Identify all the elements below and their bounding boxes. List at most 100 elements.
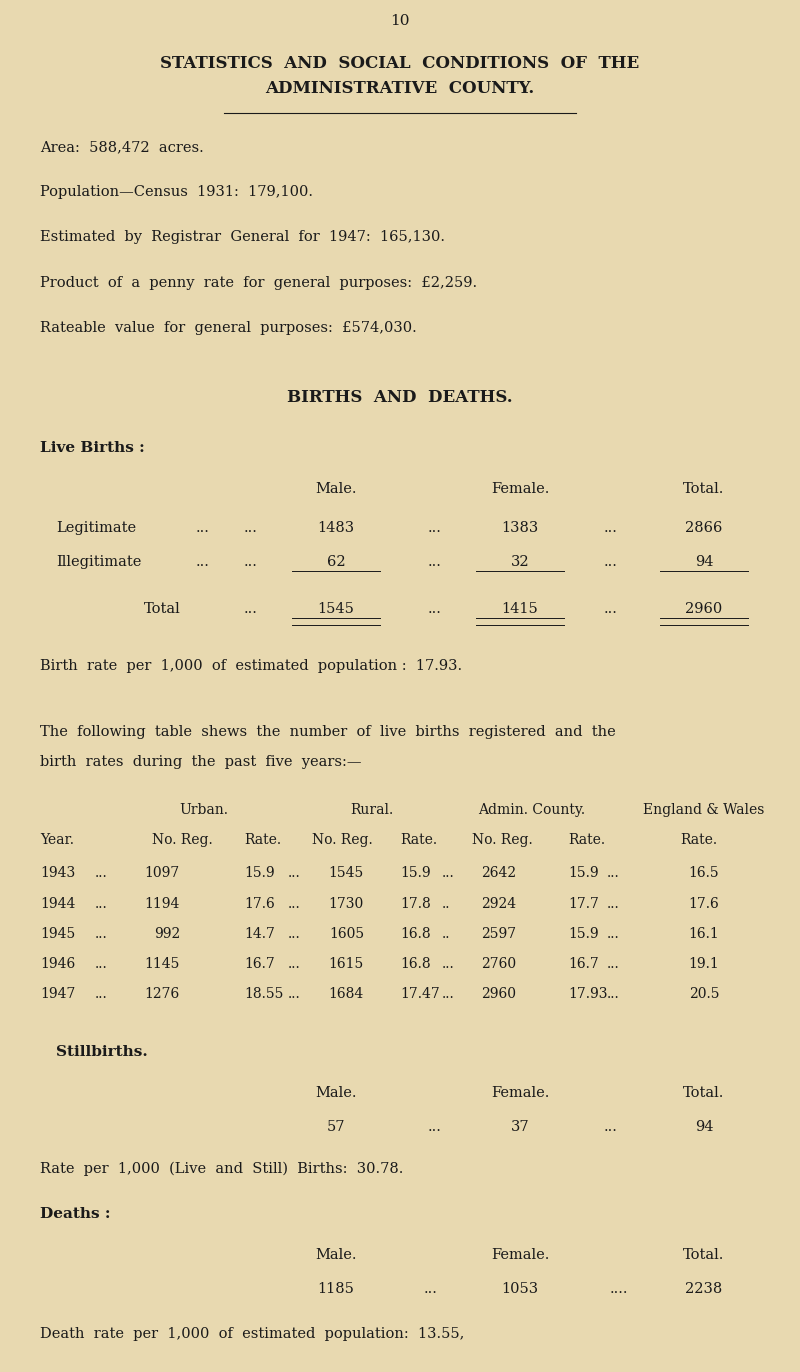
Text: 1684: 1684 bbox=[329, 988, 364, 1002]
Text: 15.9: 15.9 bbox=[244, 867, 274, 881]
Text: 94: 94 bbox=[694, 556, 714, 569]
Text: 14.7: 14.7 bbox=[244, 927, 275, 941]
Text: ...: ... bbox=[604, 1121, 618, 1135]
Text: 10: 10 bbox=[390, 14, 410, 27]
Text: ...: ... bbox=[288, 958, 301, 971]
Text: 1943: 1943 bbox=[40, 867, 75, 881]
Text: 20.5: 20.5 bbox=[689, 988, 719, 1002]
Text: ...: ... bbox=[604, 521, 618, 535]
Text: ...: ... bbox=[424, 1283, 438, 1297]
Text: Female.: Female. bbox=[491, 1087, 549, 1100]
Text: 1276: 1276 bbox=[145, 988, 180, 1002]
Text: Admin. County.: Admin. County. bbox=[478, 804, 586, 818]
Text: Male.: Male. bbox=[315, 1249, 357, 1262]
Text: Product  of  a  penny  rate  for  general  purposes:  £2,259.: Product of a penny rate for general purp… bbox=[40, 276, 477, 289]
Text: 94: 94 bbox=[694, 1121, 714, 1135]
Text: Illegitimate: Illegitimate bbox=[56, 556, 142, 569]
Text: ...: ... bbox=[606, 988, 619, 1002]
Text: 2597: 2597 bbox=[481, 927, 516, 941]
Text: 17.93: 17.93 bbox=[568, 988, 607, 1002]
Text: 37: 37 bbox=[510, 1121, 530, 1135]
Text: 16.1: 16.1 bbox=[689, 927, 719, 941]
Text: 62: 62 bbox=[326, 556, 346, 569]
Text: ...: ... bbox=[244, 556, 258, 569]
Text: Rateable  value  for  general  purposes:  £574,030.: Rateable value for general purposes: £57… bbox=[40, 321, 417, 335]
Text: ...: ... bbox=[442, 988, 454, 1002]
Text: Female.: Female. bbox=[491, 1249, 549, 1262]
Text: Total.: Total. bbox=[683, 1249, 725, 1262]
Text: 1383: 1383 bbox=[502, 521, 538, 535]
Text: ADMINISTRATIVE  COUNTY.: ADMINISTRATIVE COUNTY. bbox=[266, 80, 534, 96]
Text: 17.6: 17.6 bbox=[244, 897, 274, 911]
Text: Population—Census  1931:  179,100.: Population—Census 1931: 179,100. bbox=[40, 185, 313, 199]
Text: ...: ... bbox=[604, 556, 618, 569]
Text: ...: ... bbox=[428, 1121, 442, 1135]
Text: 16.7: 16.7 bbox=[568, 958, 598, 971]
Text: 2960: 2960 bbox=[481, 988, 516, 1002]
Text: ...: ... bbox=[606, 927, 619, 941]
Text: Total: Total bbox=[144, 602, 181, 616]
Text: ..: .. bbox=[442, 927, 450, 941]
Text: Total.: Total. bbox=[683, 483, 725, 497]
Text: 1097: 1097 bbox=[145, 867, 180, 881]
Text: Year.: Year. bbox=[40, 834, 74, 848]
Text: 57: 57 bbox=[326, 1121, 346, 1135]
Text: 15.9: 15.9 bbox=[400, 867, 430, 881]
Text: 2960: 2960 bbox=[686, 602, 722, 616]
Text: 1545: 1545 bbox=[329, 867, 364, 881]
Text: 16.7: 16.7 bbox=[244, 958, 274, 971]
Text: 1545: 1545 bbox=[318, 602, 354, 616]
Text: 1053: 1053 bbox=[502, 1283, 538, 1297]
Text: 1944: 1944 bbox=[40, 897, 75, 911]
Text: 17.6: 17.6 bbox=[689, 897, 719, 911]
Text: Stillbirths.: Stillbirths. bbox=[56, 1045, 148, 1059]
Text: ...: ... bbox=[94, 927, 107, 941]
Text: 16.5: 16.5 bbox=[689, 867, 719, 881]
Text: No. Reg.: No. Reg. bbox=[472, 834, 533, 848]
Text: ..: .. bbox=[442, 897, 450, 911]
Text: ...: ... bbox=[442, 867, 454, 881]
Text: 32: 32 bbox=[510, 556, 530, 569]
Text: ...: ... bbox=[288, 927, 301, 941]
Text: Death  rate  per  1,000  of  estimated  population:  13.55,: Death rate per 1,000 of estimated popula… bbox=[40, 1328, 464, 1342]
Text: ...: ... bbox=[94, 867, 107, 881]
Text: ...: ... bbox=[196, 556, 210, 569]
Text: No. Reg.: No. Reg. bbox=[152, 834, 213, 848]
Text: Male.: Male. bbox=[315, 1087, 357, 1100]
Text: Live Births :: Live Births : bbox=[40, 442, 145, 456]
Text: Birth  rate  per  1,000  of  estimated  population :  17.93.: Birth rate per 1,000 of estimated popula… bbox=[40, 660, 462, 674]
Text: 19.1: 19.1 bbox=[689, 958, 719, 971]
Text: 2238: 2238 bbox=[686, 1283, 722, 1297]
Text: Legitimate: Legitimate bbox=[56, 521, 136, 535]
Text: ...: ... bbox=[94, 988, 107, 1002]
Text: ...: ... bbox=[428, 602, 442, 616]
Text: ...: ... bbox=[606, 867, 619, 881]
Text: 16.8: 16.8 bbox=[400, 958, 430, 971]
Text: birth  rates  during  the  past  five  years:—: birth rates during the past five years:— bbox=[40, 756, 362, 770]
Text: ...: ... bbox=[428, 521, 442, 535]
Text: 15.9: 15.9 bbox=[568, 867, 598, 881]
Text: ...: ... bbox=[244, 521, 258, 535]
Text: Deaths :: Deaths : bbox=[40, 1207, 110, 1221]
Text: 1415: 1415 bbox=[502, 602, 538, 616]
Text: 1946: 1946 bbox=[40, 958, 75, 971]
Text: Urban.: Urban. bbox=[179, 804, 229, 818]
Text: 1145: 1145 bbox=[145, 958, 180, 971]
Text: STATISTICS  AND  SOCIAL  CONDITIONS  OF  THE: STATISTICS AND SOCIAL CONDITIONS OF THE bbox=[160, 55, 640, 71]
Text: ...: ... bbox=[196, 521, 210, 535]
Text: 1605: 1605 bbox=[329, 927, 364, 941]
Text: Rate.: Rate. bbox=[244, 834, 281, 848]
Text: ...: ... bbox=[288, 867, 301, 881]
Text: No. Reg.: No. Reg. bbox=[312, 834, 373, 848]
Text: 15.9: 15.9 bbox=[568, 927, 598, 941]
Text: 992: 992 bbox=[154, 927, 180, 941]
Text: Rate.: Rate. bbox=[680, 834, 717, 848]
Text: England & Wales: England & Wales bbox=[643, 804, 765, 818]
Text: Rate.: Rate. bbox=[400, 834, 437, 848]
Text: 2760: 2760 bbox=[481, 958, 516, 971]
Text: 1945: 1945 bbox=[40, 927, 75, 941]
Text: ...: ... bbox=[288, 897, 301, 911]
Text: Total.: Total. bbox=[683, 1087, 725, 1100]
Text: ....: .... bbox=[610, 1283, 628, 1297]
Text: ...: ... bbox=[606, 897, 619, 911]
